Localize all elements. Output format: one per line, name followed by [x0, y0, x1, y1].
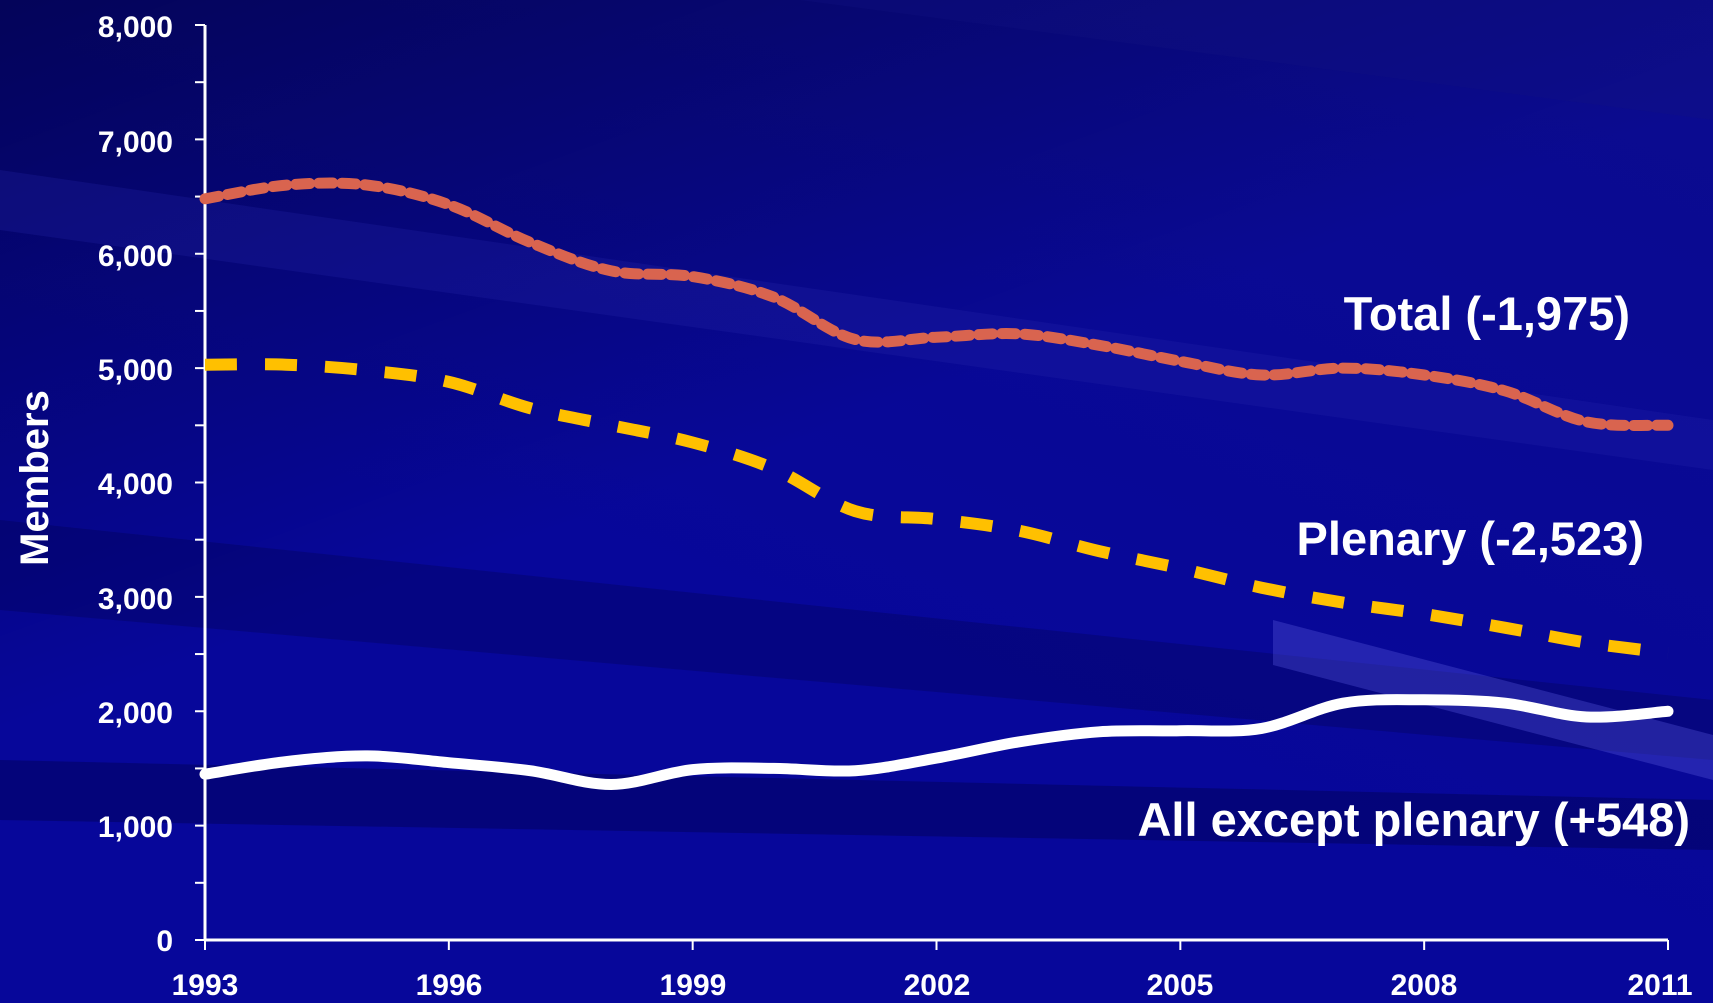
series-line-all-except-plenary: [199, 694, 1674, 791]
background-streak: [800, 0, 1713, 120]
series-label-total: Total (-1,975): [1344, 287, 1630, 340]
x-tick-label: 2005: [1147, 969, 1214, 1002]
y-tick-label: 5,000: [98, 354, 173, 387]
x-tick-label: 2002: [904, 969, 971, 1002]
y-tick-label: 4,000: [98, 468, 173, 501]
y-tick-label: 0: [156, 925, 173, 958]
y-axis-title: Members: [13, 390, 57, 566]
series-lines: [199, 177, 1674, 791]
x-tick-label: 1999: [660, 969, 727, 1002]
background-streak: [0, 170, 1713, 470]
background-streak: [0, 760, 1713, 850]
x-tick-label: 1993: [172, 969, 239, 1002]
y-tick-label: 2,000: [98, 697, 173, 730]
y-tick-label: 1,000: [98, 811, 173, 844]
background-streaks: [0, 0, 1713, 850]
series-label-all-except-plenary: All except plenary (+548): [1137, 793, 1690, 846]
series-line-total: [199, 177, 1674, 432]
x-tick-marks: [204, 940, 1669, 950]
series-line-plenary: [204, 358, 1669, 659]
y-tick-labels: 0 1,000 2,000 3,000 4,000 5,000 6,000 7,…: [98, 11, 173, 958]
y-tick-label: 7,000: [98, 126, 173, 159]
y-tick-label: 6,000: [98, 240, 173, 273]
x-tick-label: 2011: [1627, 969, 1692, 1002]
background-streak: [0, 520, 1713, 760]
y-tick-label: 8,000: [98, 11, 173, 44]
x-tick-labels: 1993 1996 1999 2002 2005 2008 2011: [172, 969, 1693, 1002]
x-tick-label: 2008: [1391, 969, 1458, 1002]
y-minor-ticks: [195, 24, 205, 941]
series-label-plenary: Plenary (-2,523): [1297, 512, 1644, 565]
x-tick-label: 1996: [416, 969, 483, 1002]
y-tick-label: 3,000: [98, 583, 173, 616]
